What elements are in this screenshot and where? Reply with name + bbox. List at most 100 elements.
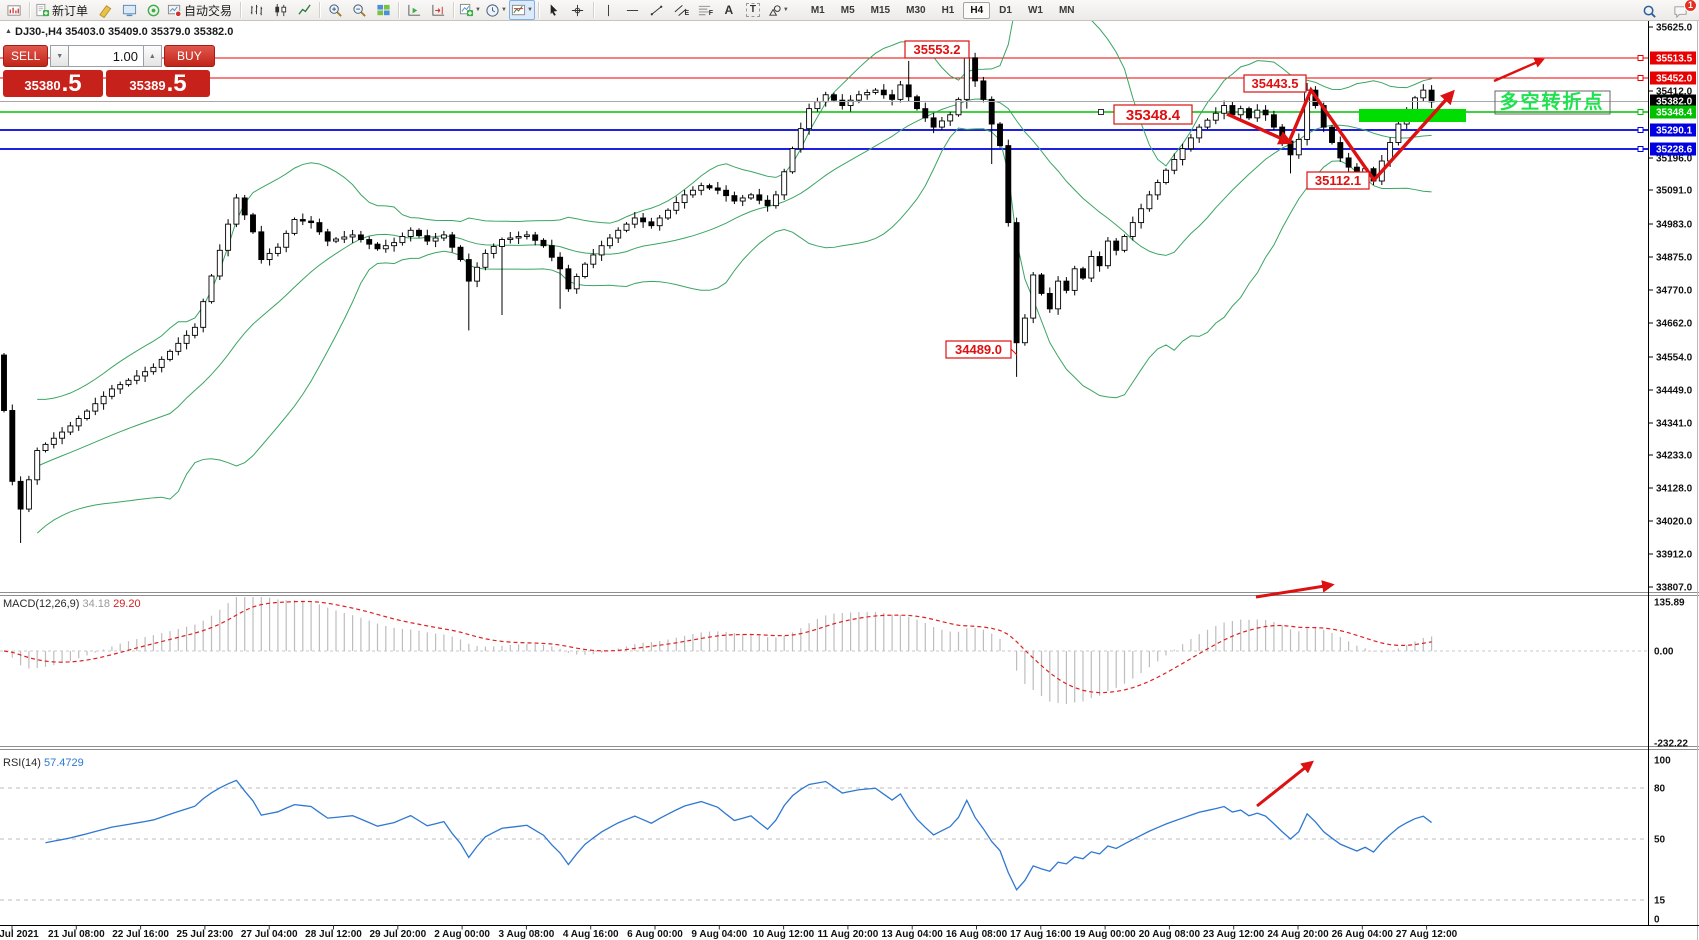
channel-button[interactable]: E	[669, 0, 693, 20]
rsi-axis-tick: 15	[1654, 896, 1666, 907]
macd-signal-line	[3, 600, 1432, 694]
time-tick: 27 Jul 04:00	[241, 929, 298, 940]
channel-icon	[674, 4, 686, 16]
new-order-button[interactable]: 新订单	[33, 0, 93, 20]
time-tick: 26 Aug 04:00	[1332, 929, 1394, 940]
price-tick: 34449.0	[1656, 386, 1693, 397]
clock-icon	[486, 3, 499, 17]
price-callout-text: 34489.0	[955, 342, 1002, 357]
trend-arrows[interactable]	[1226, 58, 1545, 808]
toolbar-separator	[537, 2, 539, 18]
sell-price-button[interactable]: 35380 .5	[3, 70, 103, 97]
template-icon	[511, 4, 525, 15]
autotrade-icon	[167, 4, 182, 17]
chart-shift-button[interactable]	[426, 0, 450, 20]
rsi-label: RSI(14) 57.4729	[3, 757, 84, 769]
dropdown-caret-icon: ▼	[526, 7, 533, 13]
time-tick: 22 Jul 16:00	[112, 929, 169, 940]
indicators-button[interactable]: ▼	[457, 0, 483, 20]
toolbar-separator	[319, 2, 321, 18]
turning-point-text[interactable]: 多空转折点	[1494, 90, 1611, 115]
time-tick: 3 Aug 08:00	[499, 929, 555, 940]
volume-input[interactable]: 1.00	[69, 45, 144, 67]
chart-icon	[6, 4, 21, 16]
templates-button[interactable]: ▼	[508, 0, 535, 20]
timeframe-m15[interactable]: M15	[870, 4, 891, 16]
buy-price-button[interactable]: 35389 .5	[106, 70, 210, 97]
price-callout-text: 35443.5	[1252, 76, 1299, 91]
rsi-axis-tick: 100	[1654, 756, 1671, 767]
text-label-button[interactable]: T	[741, 0, 765, 20]
time-tick: 28 Jul 12:00	[305, 929, 362, 940]
macd-caption: MACD(12,26,9) 34.18 29.20	[3, 598, 141, 610]
shapes-button[interactable]: ▼	[765, 0, 791, 20]
rsi-caption: RSI(14) 57.4729	[3, 757, 84, 769]
sell-button[interactable]: SELL	[3, 45, 49, 67]
chart-area[interactable]: MACD(12,26,9) 34.18 29.20 RSI(14) 57.4729…	[0, 20, 1699, 940]
trendline-button[interactable]	[645, 0, 669, 20]
bar-chart-button[interactable]	[244, 0, 268, 20]
shift-icon	[431, 4, 444, 16]
volume-increase-button[interactable]: ▲	[143, 45, 162, 67]
time-tick: 20 Aug 08:00	[1139, 929, 1201, 940]
timeframe-m5[interactable]: M5	[840, 4, 855, 16]
signals-button[interactable]	[141, 0, 165, 20]
fibonacci-button[interactable]: F	[693, 0, 717, 20]
sell-price-main: 35380	[24, 78, 61, 93]
time-tick: 21 Jul 08:00	[48, 929, 105, 940]
timeframe-mn[interactable]: MN	[1058, 4, 1075, 16]
notifications-button[interactable]: 1	[1669, 0, 1697, 21]
terminal-button[interactable]	[117, 0, 141, 20]
autotrade-button-label: 自动交易	[184, 3, 233, 18]
candlestick-chart-button[interactable]	[268, 0, 292, 20]
rsi-axis-tick: 80	[1654, 784, 1666, 795]
search-button[interactable]	[1638, 1, 1660, 21]
indicators-icon	[459, 3, 474, 16]
timeframe-m30[interactable]: M30	[906, 4, 926, 16]
price-tick: 34770.0	[1656, 286, 1693, 297]
price-label-callouts[interactable]: 35553.2 35348.4 35443.5 35112.1 34489.0	[904, 40, 1370, 359]
vertical-line-button[interactable]	[597, 0, 621, 20]
periods-button[interactable]: ▼	[483, 0, 509, 20]
zoom-in-button[interactable]	[323, 0, 347, 20]
buy-price-main: 35389	[129, 78, 166, 93]
new-order-button-label: 新订单	[52, 3, 89, 18]
oneclick-collapse-icon[interactable]: ▲	[5, 28, 12, 35]
volume-decrease-button[interactable]: ▼	[50, 45, 70, 67]
time-axis[interactable]: 20 Jul 2021 21 Jul 08:00 22 Jul 16:00 25 Ju…	[0, 925, 1699, 940]
autotrade-button[interactable]: 自动交易	[165, 0, 237, 20]
zoom-out-button[interactable]	[347, 0, 371, 20]
chart-window-button[interactable]	[2, 0, 26, 20]
macd-axis-tick: 135.89	[1654, 598, 1685, 609]
line-chart-button[interactable]	[292, 0, 316, 20]
time-tick: 19 Aug 00:00	[1074, 929, 1136, 940]
price-tick: 33807.0	[1656, 583, 1693, 594]
crosshair-button[interactable]	[566, 0, 590, 20]
timeframe-m1[interactable]: M1	[810, 4, 825, 16]
horizontal-line-button[interactable]	[621, 0, 645, 20]
price-tick: 35412.0	[1656, 87, 1693, 98]
pane-separators[interactable]	[0, 592, 1699, 750]
buy-button[interactable]: BUY	[163, 45, 216, 67]
timeframe-w1[interactable]: W1	[1027, 4, 1043, 16]
price-axis[interactable]: 35625.0 35412.0 35196.0 35091.0 34983.0 34875…	[1648, 20, 1698, 940]
price-badge: 35382.0	[1656, 97, 1693, 108]
price-badge: 35348.4	[1656, 108, 1693, 119]
turning-point-highlight-bar[interactable]	[1359, 109, 1466, 122]
text-button[interactable]: A	[717, 0, 741, 20]
auto-scroll-button[interactable]	[402, 0, 426, 20]
tile-windows-button[interactable]	[371, 0, 395, 20]
timeframe-h4[interactable]: H4	[963, 1, 991, 19]
rsi-axis-tick: 0	[1654, 915, 1660, 926]
styler-button[interactable]	[93, 0, 117, 20]
line-chart-icon	[297, 3, 311, 15]
cursor-button[interactable]	[542, 0, 566, 20]
rsi-axis-tick: 50	[1654, 835, 1666, 846]
timeframe-h1[interactable]: H1	[941, 4, 955, 16]
crosshair-icon	[572, 4, 584, 16]
timeframe-d1[interactable]: D1	[999, 4, 1012, 16]
buy-price-fraction: .5	[166, 70, 187, 97]
macd-axis-tick: 0.00	[1654, 647, 1674, 658]
time-tick: 10 Aug 12:00	[753, 929, 815, 940]
time-tick: 6 Aug 00:00	[627, 929, 683, 940]
